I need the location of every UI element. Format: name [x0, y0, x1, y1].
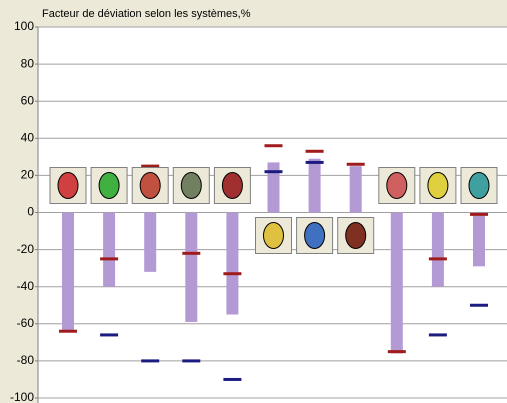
marker — [429, 333, 447, 336]
marker — [470, 304, 488, 307]
bar — [144, 213, 156, 272]
bar — [185, 213, 197, 322]
y-tick-label: -80 — [17, 353, 35, 367]
icon-glyph — [387, 173, 407, 199]
marker — [141, 359, 159, 362]
bar — [432, 213, 444, 287]
bar — [226, 213, 238, 315]
y-tick-label: 60 — [21, 93, 35, 107]
y-tick-label: 0 — [27, 205, 34, 219]
marker — [306, 161, 324, 164]
marker — [100, 333, 118, 336]
bar — [350, 166, 362, 212]
y-tick-label: -100 — [10, 390, 34, 403]
icon — [91, 168, 127, 204]
icon — [132, 168, 168, 204]
marker — [100, 257, 118, 260]
y-tick-label: -60 — [17, 316, 35, 330]
icon — [379, 168, 415, 204]
marker — [182, 359, 200, 362]
marker — [388, 350, 406, 353]
bar — [103, 213, 115, 287]
icon — [50, 168, 86, 204]
y-tick-label: 100 — [14, 19, 34, 33]
icon — [214, 168, 250, 204]
icon-glyph — [428, 173, 448, 199]
icon — [338, 218, 374, 254]
icon-glyph — [264, 223, 284, 249]
icon-glyph — [305, 223, 325, 249]
bar — [309, 159, 321, 213]
bar — [473, 213, 485, 267]
icon — [173, 168, 209, 204]
marker — [265, 170, 283, 173]
icon-glyph — [222, 173, 242, 199]
y-tick-label: -20 — [17, 242, 35, 256]
icon-glyph — [58, 173, 78, 199]
icon-glyph — [140, 173, 160, 199]
bar — [391, 213, 403, 354]
marker — [223, 378, 241, 381]
icon — [420, 168, 456, 204]
y-tick-label: -40 — [17, 279, 35, 293]
bar — [62, 213, 74, 332]
marker — [470, 213, 488, 216]
marker — [429, 257, 447, 260]
icon — [256, 218, 292, 254]
y-tick-label: 20 — [21, 168, 35, 182]
bar — [268, 162, 280, 212]
chart-title: Facteur de déviation selon les systèmes,… — [42, 8, 251, 20]
marker — [223, 272, 241, 275]
y-tick-label: 80 — [21, 56, 35, 70]
marker — [182, 252, 200, 255]
marker — [306, 150, 324, 153]
marker — [265, 144, 283, 147]
icon — [461, 168, 497, 204]
icon-glyph — [99, 173, 119, 199]
y-tick-label: 40 — [21, 130, 35, 144]
marker — [347, 163, 365, 166]
marker — [59, 330, 77, 333]
chart: Facteur de déviation selon les systèmes,… — [0, 0, 507, 403]
icon-glyph — [346, 223, 366, 249]
icon-glyph — [469, 173, 489, 199]
icon — [297, 218, 333, 254]
icon-glyph — [181, 173, 201, 199]
